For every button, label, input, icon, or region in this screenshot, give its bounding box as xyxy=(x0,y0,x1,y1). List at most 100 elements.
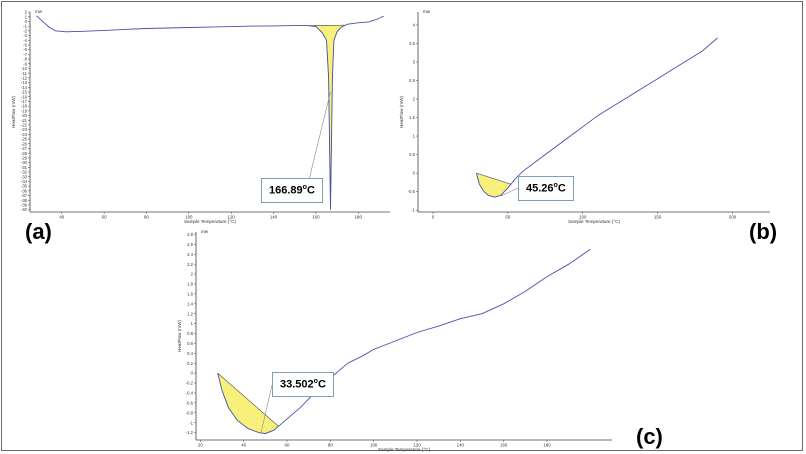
y-tick-label-a-11: -9 xyxy=(23,61,27,66)
annotation-b-value: 45.26 xyxy=(526,182,554,195)
y-tick-label-c-20: -1.2 xyxy=(186,430,194,435)
y-tick-label-c-3: 2.2 xyxy=(187,262,193,267)
annotation-b-degree: o xyxy=(553,182,558,189)
annotation-c-degree: o xyxy=(313,378,318,385)
x-tick-label-c-4: 100 xyxy=(370,443,378,448)
y-tick-label-a-9: -7 xyxy=(23,52,27,57)
y-tick-label-c-4: 2 xyxy=(191,272,194,277)
y-tick-label-c-10: 0.8 xyxy=(187,331,193,336)
annotation-a-degree: o xyxy=(302,184,307,191)
y-tick-label-b-4: 2 xyxy=(413,97,416,102)
x-axis-label-c: Sample Temperature (°C) xyxy=(378,447,431,452)
y-tick-label-c-17: -0.6 xyxy=(186,400,194,405)
y-tick-label-b-8: 0 xyxy=(413,171,416,176)
x-tick-label-c-1: 40 xyxy=(241,443,246,448)
y-tick-label-c-18: -0.8 xyxy=(186,410,194,415)
y-tick-label-b-3: 2.5 xyxy=(409,78,415,83)
units-tag-a: mw xyxy=(35,9,43,14)
y-tick-label-a-31: -29 xyxy=(21,155,28,160)
y-tick-label-a-39: -37 xyxy=(21,193,28,198)
y-tick-label-a-23: -21 xyxy=(21,118,28,123)
y-tick-label-a-35: -33 xyxy=(21,174,28,179)
annotation-a-value: 166.89 xyxy=(269,184,303,197)
x-tick-label-b-3: 150 xyxy=(654,215,662,220)
annotation-leader-a xyxy=(306,91,331,189)
y-tick-label-a-26: -24 xyxy=(21,132,28,137)
y-tick-label-b-10: -1 xyxy=(411,208,415,213)
baseline-c xyxy=(217,372,279,427)
y-tick-label-c-2: 2.4 xyxy=(187,252,193,257)
x-axis-label-a: Sample Temperature (°C) xyxy=(184,219,237,224)
x-tick-label-a-3: 100 xyxy=(185,215,193,220)
x-tick-label-c-0: 20 xyxy=(198,443,203,448)
units-tag-c: mw xyxy=(201,229,209,234)
dsc-trace-b xyxy=(475,37,718,198)
y-tick-label-a-40: -38 xyxy=(21,198,28,203)
y-tick-label-a-24: -22 xyxy=(21,123,28,128)
y-tick-label-c-5: 1.8 xyxy=(187,282,193,287)
y-tick-label-a-19: -17 xyxy=(21,99,28,104)
y-tick-label-a-32: -30 xyxy=(21,160,28,165)
y-tick-label-a-29: -27 xyxy=(21,146,28,151)
annotation-c-unit: C xyxy=(317,378,326,391)
y-tick-label-a-38: -36 xyxy=(21,188,28,193)
x-tick-label-b-4: 200 xyxy=(729,215,737,220)
y-tick-label-c-1: 2.6 xyxy=(187,242,193,247)
y-tick-label-a-33: -31 xyxy=(21,165,28,170)
y-tick-label-b-2: 3 xyxy=(413,60,416,65)
y-tick-label-c-9: 1 xyxy=(191,321,194,326)
x-tick-label-a-1: 60 xyxy=(102,215,107,220)
x-tick-label-a-6: 160 xyxy=(312,215,320,220)
y-tick-label-c-13: 0.2 xyxy=(187,361,193,366)
x-tick-label-b-1: 50 xyxy=(505,215,510,220)
x-tick-label-a-4: 120 xyxy=(228,215,236,220)
y-tick-label-a-12: -10 xyxy=(21,66,28,71)
x-tick-label-b-0: 0 xyxy=(432,215,435,220)
x-tick-label-c-2: 60 xyxy=(285,443,290,448)
y-axis-label-a: HeatFlow (mW) xyxy=(11,96,16,128)
x-tick-label-a-5: 140 xyxy=(270,215,278,220)
y-tick-label-b-1: 3.5 xyxy=(409,41,415,46)
annotation-c: 33.502oC xyxy=(272,372,334,397)
y-tick-label-b-5: 1.5 xyxy=(409,115,415,120)
y-tick-label-a-20: -18 xyxy=(21,104,28,109)
y-tick-label-a-27: -25 xyxy=(21,137,28,142)
y-tick-label-a-28: -26 xyxy=(21,141,28,146)
x-tick-label-c-6: 140 xyxy=(457,443,465,448)
annotation-c-value: 33.502 xyxy=(280,378,314,391)
y-tick-label-a-34: -32 xyxy=(21,170,28,175)
y-tick-label-a-7: -5 xyxy=(23,43,27,48)
x-tick-label-c-5: 120 xyxy=(413,443,421,448)
baseline-b xyxy=(476,172,511,185)
x-tick-label-c-3: 80 xyxy=(328,443,333,448)
y-tick-label-a-17: -15 xyxy=(21,90,28,95)
y-tick-label-a-16: -14 xyxy=(21,85,28,90)
y-tick-label-a-15: -13 xyxy=(21,80,28,85)
y-tick-label-b-0: 4 xyxy=(413,23,416,28)
y-tick-label-a-6: -4 xyxy=(23,38,27,43)
y-tick-label-a-18: -16 xyxy=(21,94,28,99)
y-tick-label-a-30: -28 xyxy=(21,151,28,156)
y-axis-label-c: HeatFlow (mW) xyxy=(177,320,182,352)
y-tick-label-b-6: 1 xyxy=(413,134,416,139)
y-tick-label-a-0: 2 xyxy=(25,10,28,15)
y-tick-label-a-10: -8 xyxy=(23,57,27,62)
x-tick-label-a-0: 40 xyxy=(59,215,64,220)
y-tick-label-b-9: -0.5 xyxy=(408,189,416,194)
y-tick-label-c-15: -0.2 xyxy=(186,381,194,386)
annotation-b-unit: C xyxy=(557,182,566,195)
y-tick-label-c-14: 0 xyxy=(191,371,194,376)
y-axis-label-b: HeatFlow (mW) xyxy=(399,96,404,128)
units-tag-b: mw xyxy=(423,9,431,14)
annotation-leader-c xyxy=(260,384,273,434)
panel-label-b: (b) xyxy=(749,219,778,244)
x-axis-label-b: Sample Temperature (°C) xyxy=(568,219,621,224)
annotation-leader-b xyxy=(500,187,519,197)
x-tick-label-c-7: 160 xyxy=(500,443,508,448)
x-tick-label-a-7: 180 xyxy=(355,215,363,220)
y-tick-label-c-19: -1 xyxy=(189,420,193,425)
panel-label-c: (c) xyxy=(636,424,663,449)
